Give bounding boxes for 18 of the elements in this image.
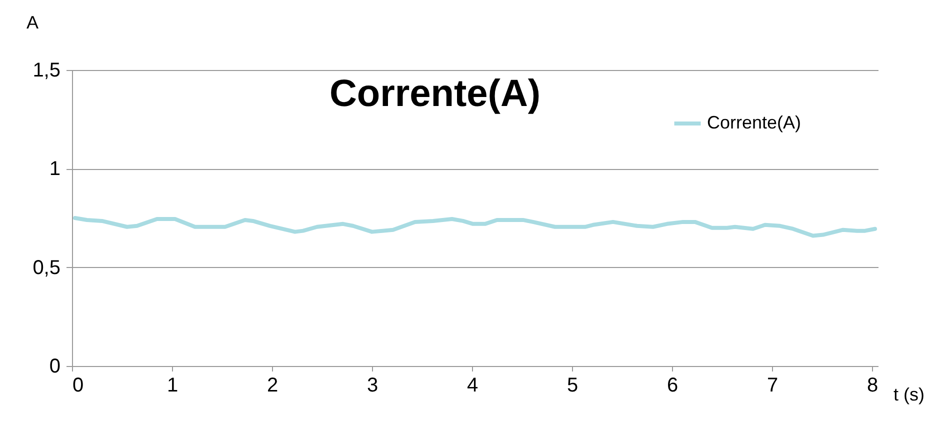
line-series	[73, 216, 877, 238]
legend-label: Corrente(A)	[707, 112, 802, 132]
x-tick-label: 8	[866, 374, 878, 396]
y-tick-label: 0,5	[32, 256, 60, 279]
x-tick-label: 4	[466, 374, 478, 396]
chart-title: Corrente(A)	[329, 73, 541, 115]
x-tick-label: 6	[666, 374, 678, 396]
x-tick-label: 5	[566, 374, 578, 396]
y-tick-label: 1	[49, 158, 60, 180]
y-tick-label: 0	[49, 356, 60, 378]
x-tick-label: 7	[766, 374, 778, 396]
x-tick-label: 2	[266, 374, 278, 396]
y-axis-title: A	[26, 12, 39, 32]
x-tick-label: 3	[366, 374, 378, 396]
x-tick-label: 0	[72, 374, 84, 396]
x-tick-label: 1	[166, 374, 178, 396]
y-tick-label: 1,5	[32, 60, 60, 82]
x-axis-title: t (s)	[894, 384, 924, 404]
